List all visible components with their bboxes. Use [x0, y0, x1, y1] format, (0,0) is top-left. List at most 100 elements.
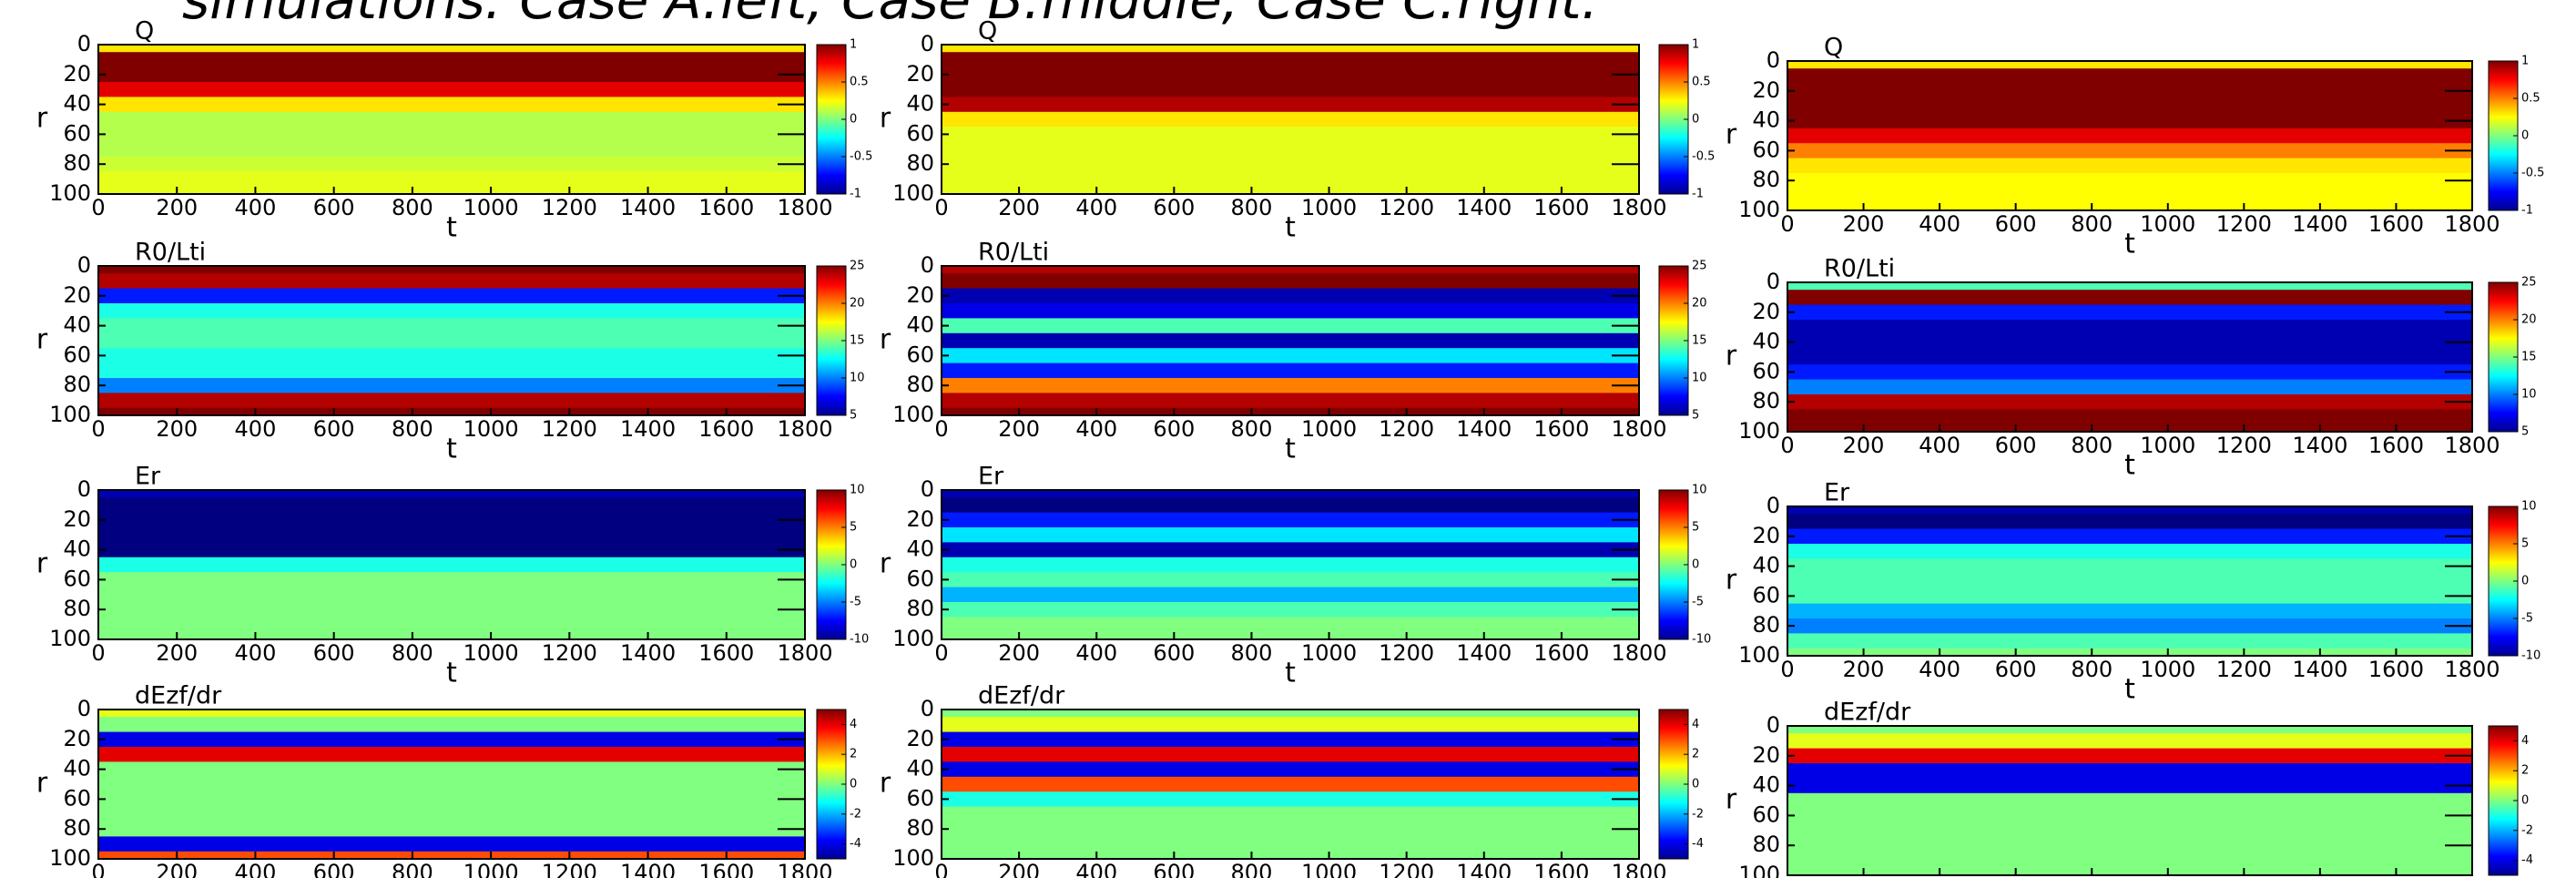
x-tick-label: 1400: [1456, 416, 1512, 442]
heatmap-row: [942, 791, 1639, 808]
plot-title: dEzf/dr: [135, 682, 222, 710]
y-axis-label: r: [36, 548, 48, 580]
x-tick-label: 200: [998, 416, 1040, 442]
heatmap-row: [942, 822, 1639, 837]
y-tick-label: 0: [1767, 493, 1780, 518]
colorbar-tick-label: 4: [850, 718, 857, 731]
heatmap-row: [942, 407, 1639, 416]
x-tick-label: 1200: [2216, 876, 2272, 878]
heatmap-row: [98, 171, 805, 188]
x-axis-label: t: [1285, 658, 1296, 689]
colorbar-tick-label: 5: [2521, 425, 2529, 439]
x-tick-label: 400: [1075, 416, 1117, 442]
y-tick-label: 60: [906, 785, 934, 811]
heatmap-row: [942, 332, 1639, 349]
x-axis-label: t: [446, 658, 457, 689]
x-tick-label: 400: [235, 640, 277, 666]
heatmap-row: [942, 572, 1639, 588]
plot-title: Q: [978, 17, 997, 46]
heatmap-row: [98, 378, 805, 393]
heatmap-row: [942, 141, 1639, 158]
y-tick-label: 60: [906, 566, 934, 591]
y-tick-label: 40: [63, 91, 91, 117]
x-tick-label: 1400: [2292, 657, 2347, 682]
colorbar-tick-label: 2: [2521, 764, 2529, 778]
x-tick-label: 1000: [463, 860, 519, 878]
heatmap-row: [98, 490, 805, 498]
y-tick-label: 60: [1752, 801, 1780, 827]
y-axis-label: r: [880, 324, 891, 356]
y-tick-label: 40: [63, 756, 91, 781]
x-tick-label: 400: [235, 860, 277, 878]
x-tick-label: 400: [235, 416, 277, 442]
x-tick-label: 800: [1231, 640, 1273, 666]
heatmap-row: [1787, 506, 2472, 515]
x-tick-label: 600: [1995, 433, 2037, 458]
x-tick-label: 600: [313, 860, 355, 878]
heatmap-row: [1787, 143, 2472, 159]
x-axis-label: t: [2124, 674, 2135, 706]
heatmap-row: [1787, 748, 2472, 764]
heatmap-row: [98, 731, 805, 748]
heatmap-row: [1787, 188, 2472, 204]
colorbar: [816, 489, 847, 640]
colorbar-tick-label: 25: [2521, 276, 2537, 290]
caption: simulations: Case A:left; Case B:middle;…: [182, 0, 1598, 31]
x-tick-label: 1600: [698, 860, 754, 878]
x-tick-label: 1000: [2140, 211, 2195, 237]
heatmap-row: [942, 378, 1639, 393]
colorbar: [2488, 281, 2519, 433]
plot-title: R0/Lti: [135, 239, 206, 267]
x-tick-label: 1000: [463, 195, 519, 220]
y-tick-label: 100: [1738, 642, 1780, 668]
colorbar-tick-label: 0: [850, 778, 857, 791]
x-tick-label: 1400: [1456, 640, 1512, 666]
heatmap-row: [1787, 648, 2472, 657]
y-tick-label: 80: [906, 372, 934, 397]
y-axis-label: r: [880, 548, 891, 580]
heatmap-row: [98, 82, 805, 97]
heatmap-row: [942, 111, 1639, 128]
y-tick-label: 60: [1752, 137, 1780, 162]
heatmap-row: [942, 127, 1639, 143]
y-tick-label: 100: [49, 180, 91, 206]
colorbar-tick-label: 0: [1692, 778, 1699, 791]
x-tick-label: 1800: [2444, 211, 2500, 237]
heatmap-row: [98, 266, 805, 274]
x-tick-label: 600: [313, 416, 355, 442]
colorbar: [2488, 725, 2519, 876]
colorbar-tick-label: 20: [850, 297, 865, 311]
x-axis-label: t: [1285, 212, 1296, 244]
x-tick-label: 1800: [777, 860, 832, 878]
x-tick-label: 200: [156, 416, 198, 442]
heatmap-row: [98, 45, 805, 53]
heatmap-row: [98, 273, 805, 290]
colorbar-tick-label: 10: [1692, 484, 1707, 497]
heatmap-row: [98, 806, 805, 822]
colorbar-tick-label: -1: [1692, 188, 1704, 201]
colorbar-tick-label: 10: [1692, 372, 1707, 385]
heatmap-row: [1787, 528, 2472, 545]
x-tick-label: 1400: [2292, 433, 2347, 458]
x-tick-label: 1200: [2216, 433, 2272, 458]
x-tick-label: 1800: [1611, 416, 1666, 442]
y-tick-label: 0: [77, 696, 91, 721]
colorbar-tick-label: 0.5: [2521, 92, 2540, 106]
heatmap-row: [942, 717, 1639, 733]
heatmap-row: [942, 710, 1639, 718]
x-tick-label: 1800: [1611, 195, 1666, 220]
y-tick-label: 100: [49, 626, 91, 651]
heatmap-row: [942, 157, 1639, 172]
x-tick-label: 1000: [1301, 195, 1357, 220]
y-tick-label: 0: [921, 31, 934, 56]
heatmap-row: [942, 747, 1639, 762]
x-tick-label: 1200: [1379, 416, 1434, 442]
heatmap-row: [942, 82, 1639, 97]
x-tick-label: 1600: [2368, 657, 2424, 682]
heatmap-row: [1787, 364, 2472, 381]
y-tick-label: 0: [921, 696, 934, 721]
plot-frame: [941, 489, 1640, 640]
plot-frame: [941, 709, 1640, 860]
y-tick-label: 80: [1752, 612, 1780, 638]
x-tick-label: 400: [1919, 876, 1960, 878]
